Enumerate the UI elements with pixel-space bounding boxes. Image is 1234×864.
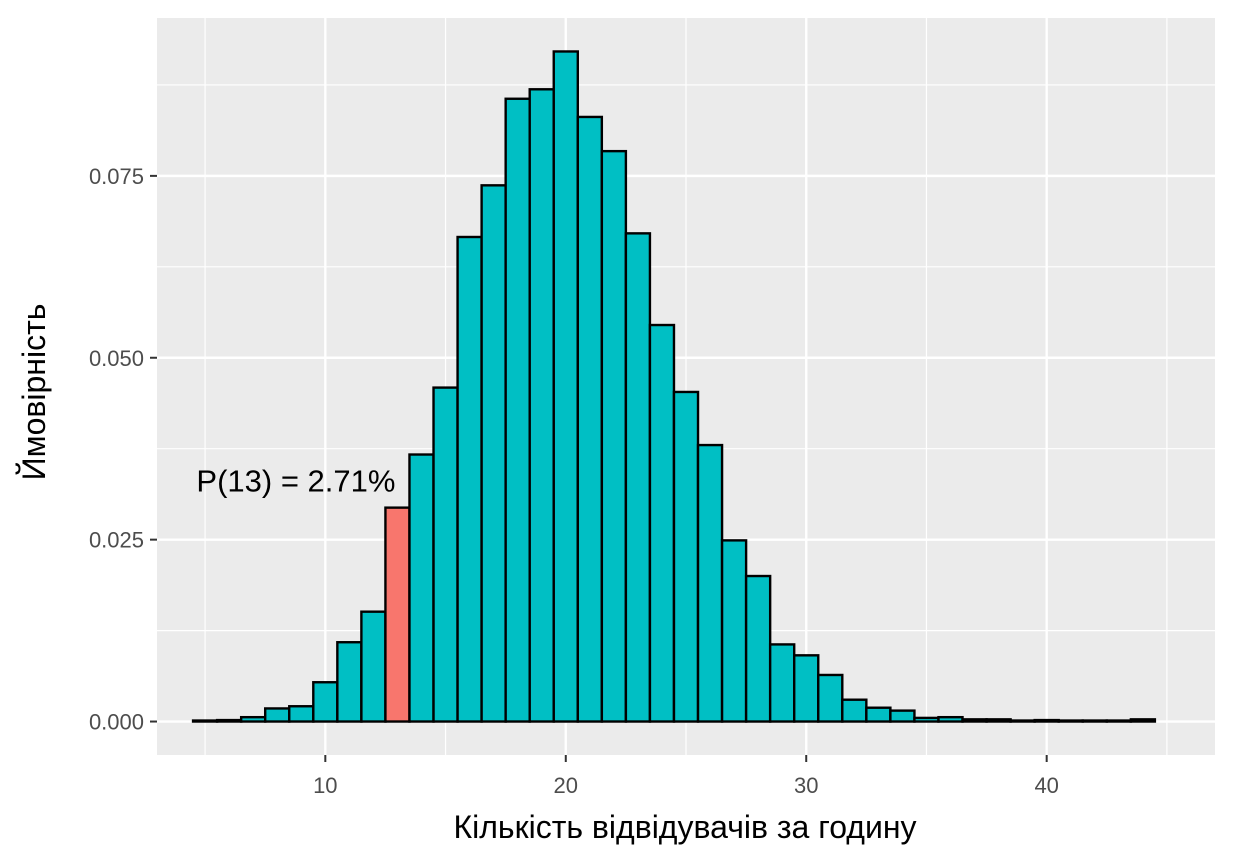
- bar: [985, 718, 1012, 723]
- bar: [937, 715, 964, 723]
- bar: [1033, 718, 1060, 723]
- bar: [456, 235, 483, 723]
- bar: [648, 323, 676, 723]
- bar: [817, 673, 844, 723]
- bar: [672, 390, 700, 723]
- bar: [215, 718, 243, 723]
- bar: [720, 539, 748, 723]
- y-axis-ticks: 0.000 0.025 0.050 0.075: [89, 164, 157, 735]
- y-tick-label: 0.000: [89, 710, 144, 735]
- bar: [865, 706, 892, 723]
- bar: [239, 715, 267, 723]
- x-axis-title: Кількість відвідувачів за годину: [453, 809, 916, 845]
- highlighted-bar: [384, 506, 411, 723]
- bar: [913, 716, 940, 723]
- y-tick-label: 0.025: [89, 528, 144, 553]
- bar: [744, 574, 772, 723]
- bar: [264, 707, 291, 723]
- bar: [408, 453, 435, 723]
- x-axis-ticks: 10 20 30 40: [313, 755, 1059, 798]
- bar: [1009, 719, 1036, 723]
- bar: [1057, 719, 1084, 723]
- bar: [793, 654, 820, 723]
- bar: [528, 88, 555, 723]
- bar: [480, 184, 507, 723]
- y-tick-label: 0.075: [89, 164, 144, 189]
- bar: [312, 681, 339, 723]
- bar: [600, 149, 628, 723]
- bar: [768, 643, 796, 723]
- bar: [432, 386, 459, 723]
- bar: [191, 719, 219, 723]
- bar: [1081, 719, 1108, 723]
- bar: [576, 115, 604, 723]
- bar: [1105, 719, 1133, 723]
- bar: [336, 641, 363, 723]
- y-tick-label: 0.050: [89, 346, 144, 371]
- bar: [961, 718, 988, 723]
- bar: [360, 610, 387, 723]
- bar: [288, 705, 315, 723]
- bar: [696, 443, 724, 723]
- annotation-label: P(13) = 2.71%: [196, 464, 395, 499]
- bar: [552, 50, 579, 723]
- bar: [1129, 718, 1157, 723]
- bar: [889, 709, 916, 723]
- x-tick-label: 20: [554, 773, 578, 798]
- y-axis-title: Ймовірність: [16, 304, 52, 481]
- x-tick-label: 10: [313, 773, 337, 798]
- x-tick-label: 40: [1034, 773, 1058, 798]
- x-tick-label: 30: [794, 773, 818, 798]
- bars: [191, 50, 1157, 723]
- bar: [624, 232, 652, 723]
- bar: [504, 97, 531, 723]
- bar: [841, 698, 868, 723]
